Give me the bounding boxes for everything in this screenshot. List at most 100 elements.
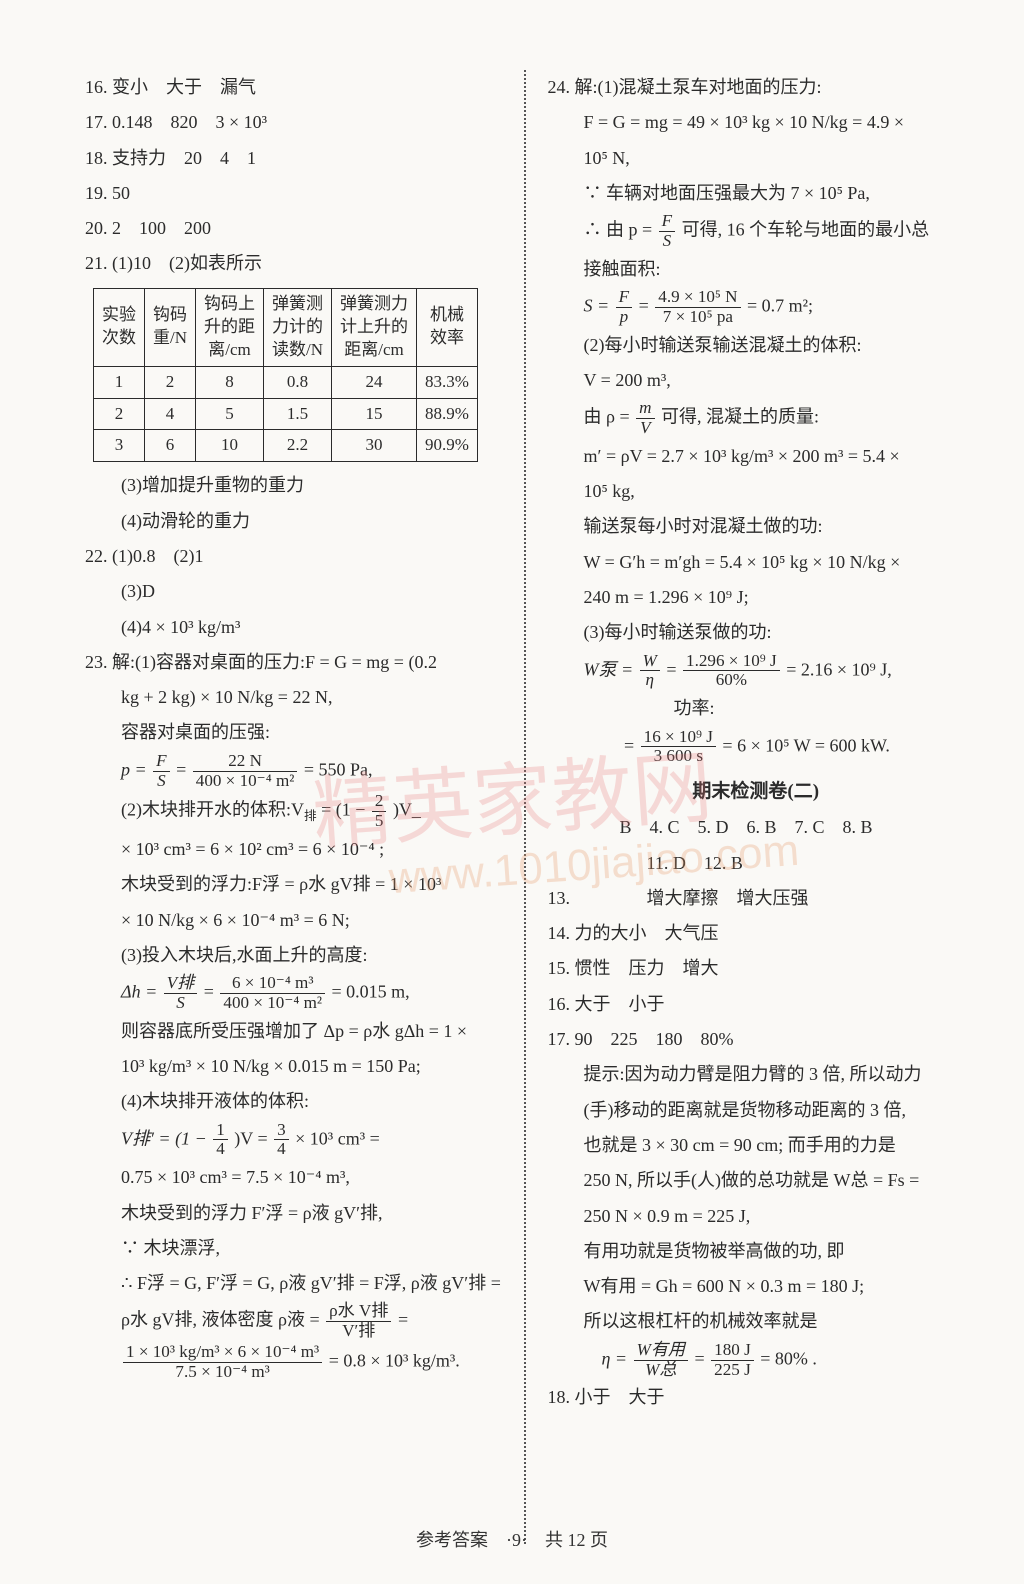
frac-num: W有用 (634, 1341, 688, 1361)
answer-18: 18. 支持力 20 4 1 (85, 141, 502, 176)
eq-lead: W泵 = (584, 659, 638, 679)
answer-24e: ∴ 由 p = F S 可得, 16 个车轮与地面的最小总 (548, 211, 965, 252)
frac-num: W (640, 652, 660, 672)
answer-r14: 14. 力的大小 大气压 (548, 916, 965, 951)
answer-23k: 则容器底所受压强增加了 Δp = ρ水 gΔh = 1 × (85, 1014, 502, 1049)
eq-mid: = (666, 659, 681, 679)
frac-den: 3 600 s (641, 747, 716, 766)
cell: 4 (145, 398, 196, 430)
fraction: 2 5 (372, 792, 387, 831)
answer-23b: kg + 2 kg) × 10 N/kg = 22 N, (85, 680, 502, 715)
cell: 3 (94, 430, 145, 462)
left-column: 16. 变小 大于 漏气 17. 0.148 820 3 × 10³ 18. 支… (85, 70, 520, 1544)
fraction: 22 N 400 × 10⁻⁴ m² (193, 752, 298, 791)
answer-24c: 10⁵ N, (548, 141, 965, 176)
answer-24k: m′ = ρV = 2.7 × 10³ kg/m³ × 200 m³ = 5.4… (548, 439, 965, 474)
exam2-mc2: 11. D 12. B (548, 846, 965, 881)
answer-r15: 15. 惯性 压力 增大 (548, 951, 965, 986)
answer-r17: 17. 90 225 180 80% (548, 1022, 965, 1057)
fraction: F S (153, 752, 169, 791)
cell: 90.9% (417, 430, 478, 462)
frac-den: S (164, 994, 198, 1013)
cell: 8 (196, 366, 264, 398)
eq-lead: η = (602, 1348, 632, 1368)
frac-num: 4.9 × 10⁵ N (655, 288, 740, 308)
tip-a: 提示:因为动力臂是阻力臂的 3 倍, 所以动力 (548, 1057, 965, 1092)
table-row: 2 4 5 1.5 15 88.9% (94, 398, 478, 430)
frac-den: 7.5 × 10⁻⁴ m³ (123, 1363, 322, 1382)
cell: 1.5 (264, 398, 332, 430)
eq-end: = 0.8 × 10³ kg/m³. (329, 1350, 460, 1370)
answer-r18: 18. 小于 大于 (548, 1380, 965, 1415)
cell: 2 (94, 398, 145, 430)
answer-24g: S = F p = 4.9 × 10⁵ N 7 × 10⁵ pa = 0.7 m… (548, 287, 965, 328)
answer-24i: V = 200 m³, (548, 363, 965, 398)
eq-end: = 80% . (760, 1348, 817, 1368)
answer-24j: 由 ρ = m V 可得, 混凝土的质量: (548, 398, 965, 439)
answer-24b: F = G = mg = 49 × 10³ kg × 10 N/kg = 4.9… (548, 105, 965, 140)
answer-24s: = 16 × 10⁹ J 3 600 s = 6 × 10⁵ W = 600 k… (548, 727, 965, 768)
right-column: 24. 解:(1)混凝土泵车对地面的压力: F = G = mg = 49 × … (530, 70, 965, 1544)
cell: 15 (332, 398, 417, 430)
eq-mid: )V = (234, 1128, 272, 1148)
frac-den: 5 (372, 812, 387, 831)
answer-21: 21. (1)10 (2)如表所示 (85, 246, 502, 281)
frac-num: F (659, 212, 675, 232)
cell: 0.8 (264, 366, 332, 398)
frac-den: 400 × 10⁻⁴ m² (220, 994, 325, 1013)
fraction: W η (640, 652, 660, 691)
eq-lead: ∴ 由 p = (584, 220, 657, 240)
cell: 2.2 (264, 430, 332, 462)
answer-23f: × 10³ cm³ = 6 × 10² cm³ = 6 × 10⁻⁴ ; (85, 832, 502, 867)
answer-24d: ∵ 车辆对地面压强最大为 7 × 10⁵ Pa, (548, 176, 965, 211)
eq-lead: Δh = (121, 982, 162, 1002)
fraction: 1 × 10³ kg/m³ × 6 × 10⁻⁴ m³ 7.5 × 10⁻⁴ m… (123, 1343, 322, 1382)
th-2: 钩码上升的距离/cm (196, 288, 264, 366)
answer-24a: 24. 解:(1)混凝土泵车对地面的压力: (548, 70, 965, 105)
eq-mid: = (204, 982, 219, 1002)
answer-22-4: (4)4 × 10³ kg/m³ (85, 610, 502, 645)
exam2-title: 期末检测卷(二) (548, 773, 965, 810)
fraction: 180 J 225 J (711, 1341, 754, 1380)
eq-end: 可得, 16 个车轮与地面的最小总 (682, 220, 930, 240)
cell: 83.3% (417, 366, 478, 398)
th-5: 机械效率 (417, 288, 478, 366)
frac-den: 4 (274, 1140, 289, 1159)
eq-mid: = (695, 1348, 710, 1368)
fraction: F p (616, 288, 632, 327)
eq-end: = 2.16 × 10⁹ J, (786, 659, 892, 679)
answer-20: 20. 2 100 200 (85, 211, 502, 246)
fraction: m V (636, 399, 654, 438)
fraction: 4.9 × 10⁵ N 7 × 10⁵ pa (655, 288, 740, 327)
eq-end: = 550 Pa, (304, 759, 373, 779)
cell: 2 (145, 366, 196, 398)
frac-den: η (640, 671, 660, 690)
eq-lead: 由 ρ = (584, 407, 635, 427)
answer-17: 17. 0.148 820 3 × 10³ (85, 105, 502, 140)
cell: 5 (196, 398, 264, 430)
answer-22-3: (3)D (85, 574, 502, 609)
answer-23t: 1 × 10³ kg/m³ × 6 × 10⁻⁴ m³ 7.5 × 10⁻⁴ m… (85, 1342, 502, 1383)
th-4: 弹簧测力计上升的距离/cm (332, 288, 417, 366)
experiment-table: 实验次数 钩码重/N 钩码上升的距离/cm 弹簧测力计的读数/N 弹簧测力计上升… (93, 288, 478, 463)
fraction: 3 4 (274, 1121, 289, 1160)
answer-24q: W泵 = W η = 1.296 × 10⁹ J 60% = 2.16 × 10… (548, 651, 965, 692)
frac-num: 3 (274, 1121, 289, 1141)
answer-24r: 功率: (548, 691, 965, 726)
tip-e: 250 N × 0.9 m = 225 J, (548, 1199, 965, 1234)
frac-den: 225 J (711, 1361, 754, 1380)
frac-den: 400 × 10⁻⁴ m² (193, 772, 298, 791)
eq-mid: = (639, 296, 654, 316)
answer-23e: (2)木块排开水的体积:V排 = (1 − 2 5 )V_ (85, 791, 502, 832)
answer-23s: ρ水 gV排, 液体密度 ρ液 = ρ水 V排 V′排 = (85, 1301, 502, 1342)
frac-den: V (636, 419, 654, 438)
frac-num: 2 (372, 792, 387, 812)
page-root: 精英家教网 www.1010jiajiao.com 16. 变小 大于 漏气 1… (0, 0, 1024, 1584)
tip-d: 250 N, 所以手(人)做的总功就是 W总 = Fs = (548, 1163, 965, 1198)
frac-den: 60% (683, 671, 780, 690)
frac-num: 1 (213, 1121, 228, 1141)
answer-23l: 10³ kg/m³ × 10 N/kg × 0.015 m = 150 Pa; (85, 1049, 502, 1084)
answer-23r: ∴ F浮 = G, F′浮 = G, ρ液 gV′排 = F浮, ρ液 gV′排… (85, 1266, 502, 1301)
th-3: 弹簧测力计的读数/N (264, 288, 332, 366)
frac-num: F (616, 288, 632, 308)
